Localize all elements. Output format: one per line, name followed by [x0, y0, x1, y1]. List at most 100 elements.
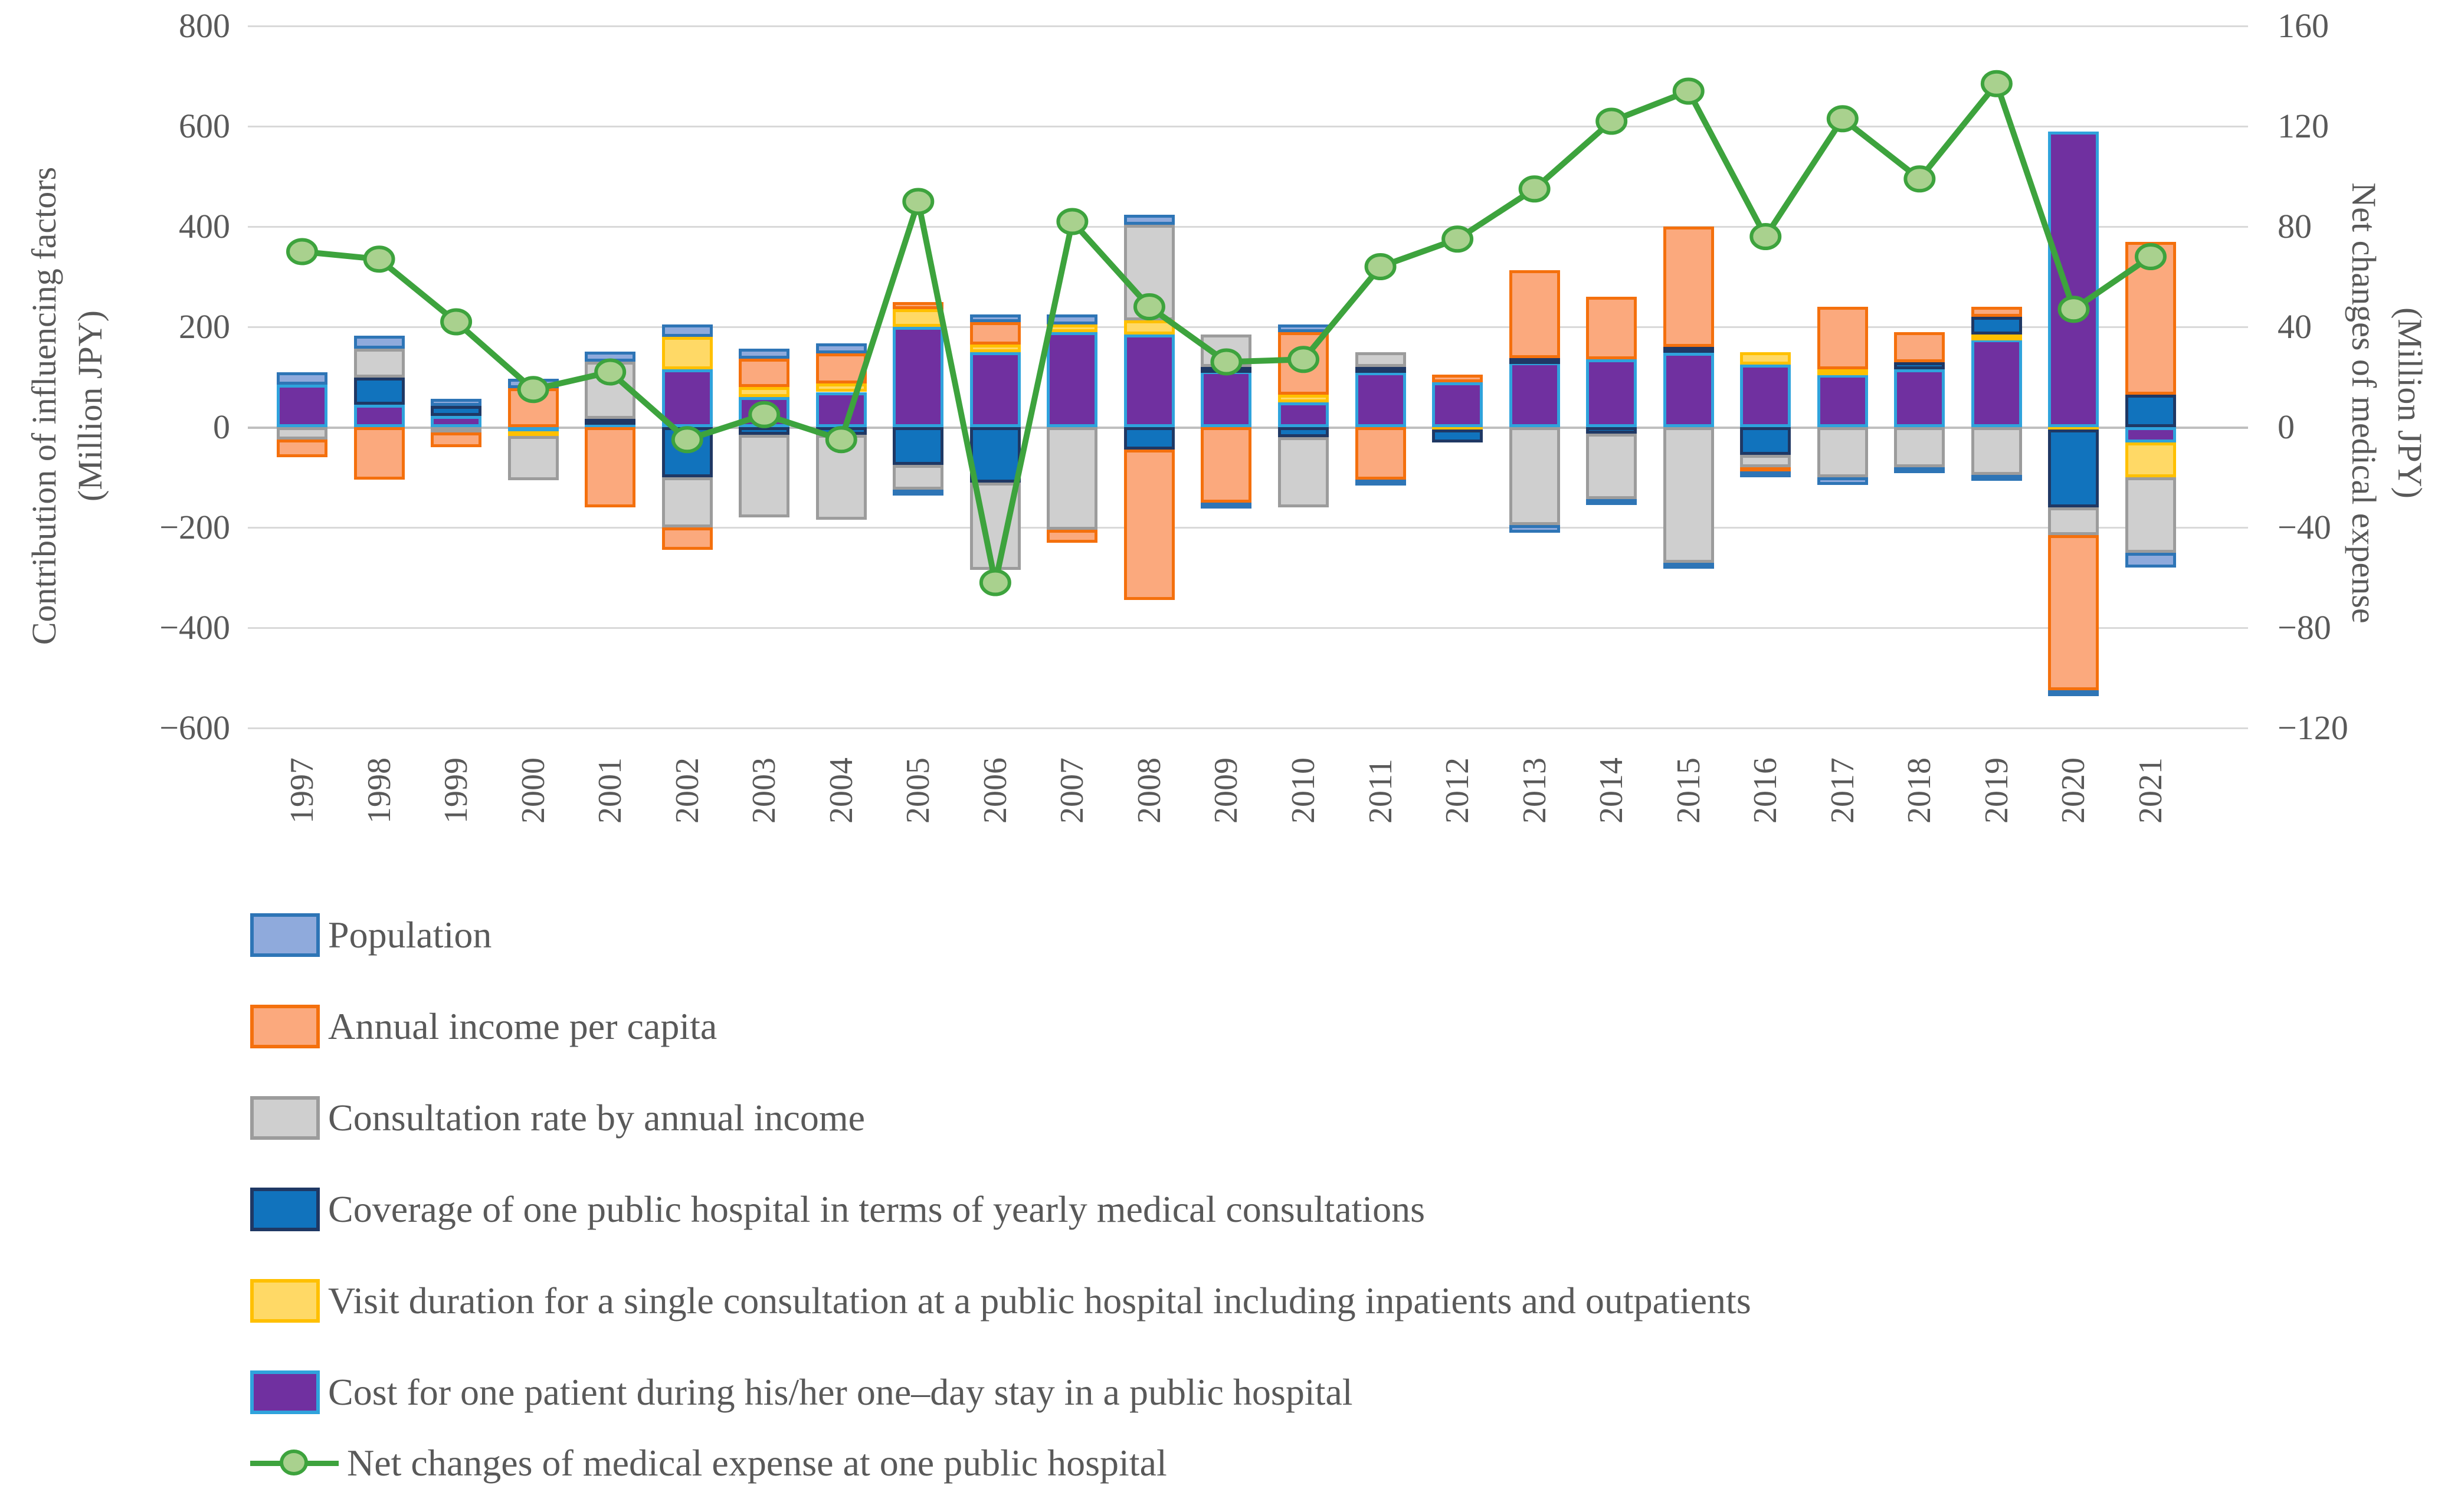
bar-segment-2019 [1971, 474, 2022, 481]
bar-segment-2018 [1894, 362, 1945, 370]
bar-segment-2019 [1971, 427, 2022, 475]
left-axis-tick: −600 [159, 709, 230, 747]
bar-segment-2018 [1894, 467, 1945, 474]
legend-label: Consultation rate by annual income [328, 1097, 865, 1139]
x-axis-year-label: 2003 [746, 758, 783, 824]
bar-segment-2021 [2125, 552, 2176, 568]
right-axis-tick: −40 [2278, 508, 2331, 546]
bar-segment-2016 [1740, 471, 1791, 477]
population-swatch-icon [250, 913, 320, 957]
bar-segment-2015 [1663, 562, 1714, 569]
legend-label: Visit duration for a single consultation… [328, 1280, 1751, 1322]
right-axis-title-line2: (Million JPY) [2391, 307, 2429, 499]
bar-segment-2011 [1355, 427, 1406, 480]
bar-segment-2014 [1586, 427, 1637, 434]
x-axis-year-label: 2004 [823, 758, 860, 824]
gridline [248, 326, 2248, 328]
left-axis-tick: 600 [179, 107, 230, 145]
net-changes-marker [517, 376, 549, 404]
net-changes-marker [1518, 175, 1551, 203]
bar-segment-2013 [1509, 427, 1560, 525]
bar-segment-2002 [661, 337, 713, 370]
left-axis-tick: 800 [179, 6, 230, 45]
x-axis-year-label: 2007 [1054, 758, 1091, 824]
net-changes-marker [1056, 208, 1089, 235]
visit-duration-swatch-icon [250, 1279, 320, 1323]
x-axis-year-label: 2019 [1978, 758, 2015, 824]
gridline [248, 527, 2248, 529]
x-axis-year-label: 2016 [1747, 758, 1784, 824]
annual-income-swatch-icon [250, 1005, 320, 1048]
x-axis-year-label: 2018 [1901, 758, 1938, 824]
bar-segment-1998 [353, 427, 405, 480]
bar-segment-2012 [1432, 429, 1483, 442]
bar-segment-2010 [1278, 437, 1329, 507]
gridline [248, 727, 2248, 729]
bar-segment-2019 [1971, 307, 2022, 317]
left-axis-tick: 200 [179, 307, 230, 346]
bar-segment-1999 [431, 427, 482, 433]
right-axis-tick: −80 [2278, 608, 2331, 647]
bar-segment-2013 [1509, 524, 1560, 533]
bar-segment-2008 [1123, 215, 1175, 225]
legend-item-population: Population [250, 909, 492, 962]
bar-segment-2020 [2048, 535, 2099, 691]
x-axis-year-label: 2002 [669, 758, 706, 824]
bar-segment-2019 [1971, 339, 2022, 427]
left-axis-tick: 400 [179, 207, 230, 245]
net-changes-marker [2134, 243, 2167, 270]
bar-segment-2018 [1894, 332, 1945, 362]
x-axis-year-label: 2010 [1285, 758, 1322, 824]
gridline [248, 126, 2248, 127]
bar-segment-2020 [2048, 131, 2099, 427]
bar-segment-2000 [507, 436, 559, 481]
left-axis-tick: −400 [159, 608, 230, 647]
bar-segment-1998 [353, 377, 405, 405]
net-changes-marker [440, 308, 473, 336]
bar-segment-2008 [1123, 334, 1175, 427]
bar-segment-2000 [507, 431, 559, 437]
bar-segment-2007 [1047, 427, 1098, 530]
x-axis-year-label: 2013 [1516, 758, 1553, 824]
bar-segment-2017 [1817, 374, 1868, 427]
bar-segment-2011 [1355, 352, 1406, 367]
bar-segment-1998 [353, 336, 405, 349]
bar-segment-2008 [1123, 450, 1175, 601]
right-axis-tick: 40 [2278, 307, 2312, 346]
x-axis-year-label: 1997 [284, 758, 320, 824]
bar-segment-2002 [661, 527, 713, 550]
x-axis-year-label: 2015 [1670, 758, 1707, 824]
bar-segment-1997 [277, 384, 327, 427]
bar-segment-2014 [1586, 434, 1637, 499]
gridline [248, 627, 2248, 629]
consultation-rate-swatch-icon [250, 1096, 320, 1140]
bar-segment-2007 [1047, 314, 1098, 324]
net-changes-marker [902, 188, 935, 215]
bar-segment-2014 [1586, 499, 1637, 505]
x-axis-year-label: 2014 [1593, 758, 1630, 824]
bar-segment-2016 [1740, 364, 1791, 427]
bar-segment-2020 [2048, 429, 2099, 507]
right-axis-tick: −120 [2278, 709, 2348, 747]
bar-segment-2012 [1432, 374, 1483, 382]
x-axis-year-label: 2021 [2132, 758, 2169, 824]
legend-label: Population [328, 914, 492, 956]
bar-segment-2017 [1817, 477, 1868, 485]
bar-segment-2011 [1355, 480, 1406, 486]
x-axis-year-label: 1999 [438, 758, 475, 824]
bar-segment-2002 [661, 369, 713, 427]
bar-segment-2001 [585, 419, 636, 425]
x-axis-year-label: 2020 [2055, 758, 2092, 824]
bar-segment-2002 [661, 324, 713, 337]
bar-segment-2014 [1586, 359, 1637, 427]
legend-item-annual-income: Annual income per capita [250, 1000, 717, 1053]
legend-label: Annual income per capita [328, 1005, 717, 1047]
coverage-swatch-icon [250, 1188, 320, 1231]
left-axis-tick: 0 [213, 408, 230, 446]
legend-label: Coverage of one public hospital in terms… [328, 1188, 1426, 1230]
bar-segment-2005 [893, 309, 944, 327]
bar-segment-2021 [2125, 427, 2176, 442]
bar-segment-2013 [1509, 362, 1560, 427]
legend-label: Cost for one patient during his/her one–… [328, 1371, 1353, 1413]
